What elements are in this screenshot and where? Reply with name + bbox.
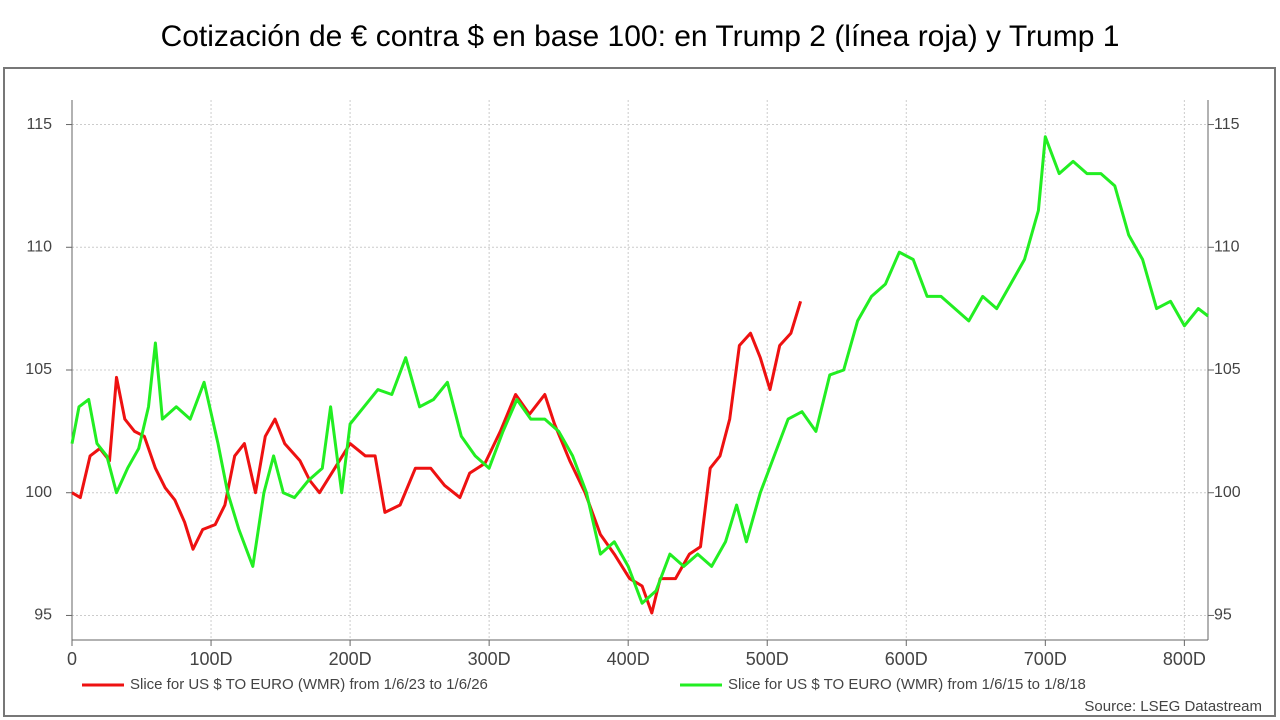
legend-label: Slice for US $ TO EURO (WMR) from 1/6/23…	[130, 676, 488, 693]
x-tick-label: 300D	[468, 649, 511, 669]
y2-tick-label: 110	[1214, 238, 1240, 255]
y-tick-label: 105	[25, 361, 52, 378]
x-tick-label: 700D	[1024, 649, 1067, 669]
y-tick-label: 110	[26, 238, 52, 255]
y2-tick-label: 95	[1214, 607, 1232, 624]
x-tick-label: 800D	[1163, 649, 1206, 669]
legend-label: Slice for US $ TO EURO (WMR) from 1/6/15…	[728, 676, 1086, 693]
x-tick-label: 500D	[746, 649, 789, 669]
y-tick-label: 115	[26, 116, 52, 133]
chart-title: Cotización de € contra $ en base 100: en…	[161, 20, 1120, 53]
x-tick-label: 400D	[607, 649, 650, 669]
x-tick-label: 600D	[885, 649, 928, 669]
x-tick-label: 200D	[329, 649, 372, 669]
series-line	[70, 135, 1209, 605]
series-line	[71, 300, 803, 615]
x-tick-label: 0	[67, 649, 77, 669]
x-tick-label: 100D	[190, 649, 233, 669]
y-tick-label: 95	[34, 607, 52, 624]
y2-tick-label: 115	[1214, 116, 1240, 133]
chart-frame	[3, 67, 1276, 717]
y-tick-label: 100	[25, 484, 52, 501]
y2-tick-label: 100	[1214, 484, 1241, 501]
y2-tick-label: 105	[1214, 361, 1241, 378]
source: Source: LSEG Datastream	[1084, 698, 1262, 715]
